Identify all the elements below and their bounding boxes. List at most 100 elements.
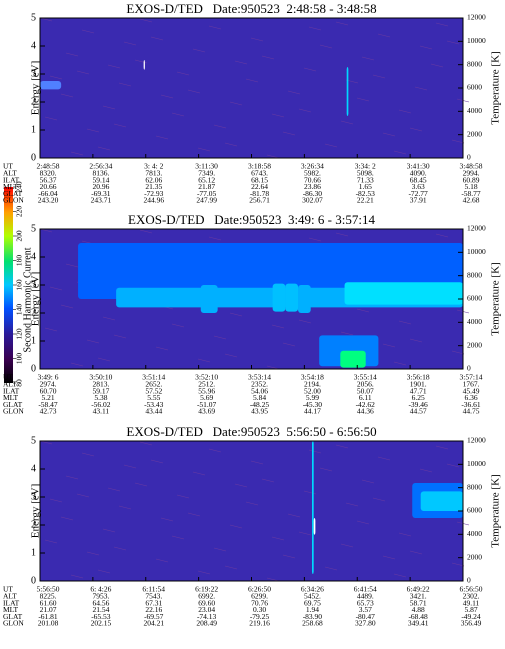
- texture: [282, 554, 296, 559]
- orbit-value: 327.80: [355, 619, 376, 628]
- orbit-value: 3:57:14: [460, 373, 483, 382]
- orbit-value: 1.94: [306, 605, 319, 614]
- orbit-value: 6.36: [464, 393, 477, 402]
- orbit-row-label: GLON: [3, 196, 24, 205]
- texture: [139, 18, 153, 23]
- orbit-value: 243.71: [91, 196, 112, 205]
- orbit-value: -49.24: [461, 612, 481, 621]
- orbit-value: -58.77: [461, 189, 481, 198]
- texture: [155, 346, 169, 351]
- orbit-value: 3:56:18: [407, 373, 430, 382]
- texture: [86, 551, 100, 556]
- colorbar-tick-label: 180: [15, 255, 24, 267]
- orbit-row-label: ALT: [3, 592, 17, 601]
- texture: [356, 308, 370, 313]
- y-tick-label: 2: [31, 519, 36, 530]
- y-tick-label: 4: [31, 251, 36, 262]
- texture: [213, 124, 227, 129]
- texture: [49, 286, 63, 291]
- y2-axis-label: Temperature [K]: [490, 474, 502, 547]
- orbit-value: 3:53:14: [248, 373, 271, 382]
- orbit-value: 21.35: [145, 182, 162, 191]
- orbit-value: 21.54: [92, 605, 109, 614]
- orbit-value: 6992.: [198, 592, 215, 601]
- texture: [393, 150, 407, 155]
- texture: [224, 142, 238, 147]
- y2-tick-label: 4000: [467, 317, 482, 326]
- orbit-value: 8136.: [92, 169, 109, 178]
- orbit-value: 3:18:58: [248, 162, 271, 171]
- orbit-value: 57.52: [145, 386, 162, 395]
- orbit-value: 55.96: [198, 386, 215, 395]
- orbit-value: 2302.: [463, 592, 480, 601]
- orbit-value: -58.47: [38, 400, 58, 409]
- y2-axis-label: Temperature [K]: [490, 51, 502, 124]
- orbit-value: 2:48:58: [37, 162, 60, 171]
- panel-title: EXOS-D/TED Date:950523 3:49: 6 - 3:57:14: [128, 212, 375, 227]
- orbit-value: -36.61: [461, 400, 481, 409]
- orbit-value: 21.07: [40, 605, 57, 614]
- orbit-value: 3:50:10: [89, 373, 112, 382]
- orbit-row-label: GLON: [3, 619, 24, 628]
- orbit-value: 1767.: [463, 380, 480, 389]
- orbit-value: 2994.: [463, 169, 480, 178]
- texture: [234, 60, 248, 65]
- orbit-value: 8320.: [40, 169, 57, 178]
- orbit-value: 45.49: [463, 386, 480, 395]
- orbit-value: 219.16: [249, 619, 270, 628]
- orbit-value: 58.71: [410, 598, 427, 607]
- orbit-value: 44.36: [357, 407, 374, 416]
- texture: [102, 528, 116, 533]
- orbit-value: 1901.: [410, 380, 427, 389]
- orbit-value: 56.37: [40, 175, 57, 184]
- orbit-value: -51.07: [197, 400, 217, 409]
- texture: [435, 233, 449, 238]
- orbit-value: 6.25: [412, 393, 425, 402]
- texture: [86, 128, 100, 133]
- texture: [372, 74, 386, 79]
- orbit-value: -39.46: [408, 400, 428, 409]
- orbit-value: 208.49: [196, 619, 217, 628]
- texture: [356, 97, 370, 102]
- orbit-value: 22.21: [357, 196, 374, 205]
- orbit-value: 2813.: [92, 380, 109, 389]
- orbit-value: 6:11:54: [142, 585, 165, 594]
- orbit-value: 2:56:34: [89, 162, 112, 171]
- y-tick-label: 0: [31, 152, 36, 163]
- colorbar-tick-label: 80: [15, 379, 24, 387]
- panel: EXOS-D/TED Date:950523 5:56:50 - 6:56:50…: [3, 424, 502, 628]
- texture: [187, 89, 201, 94]
- texture: [176, 494, 190, 499]
- orbit-value: 4489.: [357, 592, 374, 601]
- orbit-value: 3: 4: 2: [144, 162, 163, 171]
- y-axis-label: Energy [eV]: [30, 484, 42, 538]
- y-tick-label: 2: [31, 96, 36, 107]
- orbit-value: 258.68: [302, 619, 323, 628]
- colorbar-label: Second Harmonic Current: [22, 247, 33, 352]
- texture: [308, 449, 322, 454]
- orbit-value: 247.99: [196, 196, 217, 205]
- orbit-value: 6: 4:26: [90, 585, 111, 594]
- texture: [308, 26, 322, 31]
- orbit-value: 6:34:26: [301, 585, 324, 594]
- orbit-value: 42.73: [40, 407, 57, 416]
- texture: [298, 531, 312, 536]
- orbit-value: 5982.: [304, 169, 321, 178]
- orbit-value: -82.53: [356, 189, 376, 198]
- texture: [430, 63, 444, 68]
- orbit-value: 3.57: [359, 605, 372, 614]
- orbit-value: 5.69: [200, 393, 213, 402]
- y-tick-label: 1: [31, 335, 36, 346]
- orbit-value: 43.44: [145, 407, 162, 416]
- y-tick-label: 0: [31, 363, 36, 374]
- orbit-value: 302.07: [302, 196, 323, 205]
- colorbar-scale: [4, 187, 13, 383]
- feature: [272, 283, 286, 312]
- orbit-value: 0.30: [253, 605, 266, 614]
- texture: [451, 350, 465, 355]
- orbit-value: 5.21: [41, 393, 54, 402]
- y2-tick-label: 12000: [467, 13, 486, 22]
- texture: [118, 82, 132, 87]
- texture: [409, 550, 423, 555]
- orbit-value: 7813.: [145, 169, 162, 178]
